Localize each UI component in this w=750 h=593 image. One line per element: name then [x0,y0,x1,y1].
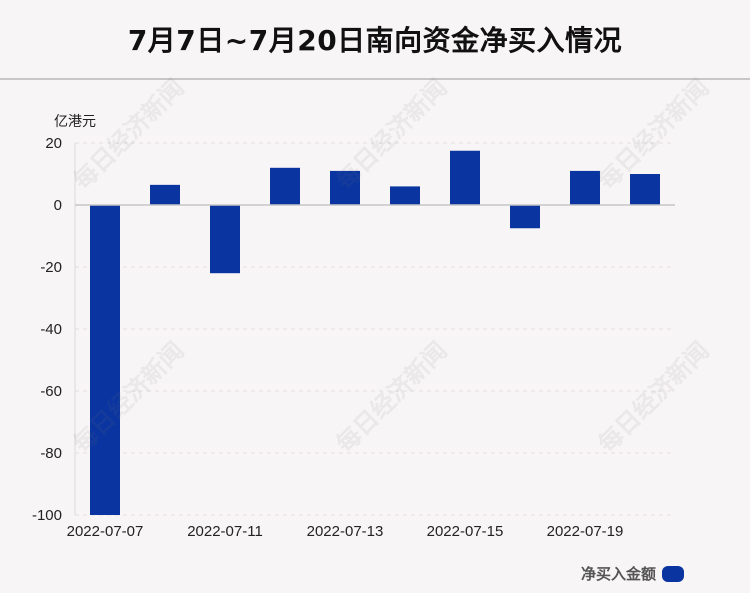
bar [150,184,180,205]
y-tick-label: 0 [54,197,62,214]
legend-swatch [662,565,684,582]
legend-label: 净买入金额 [580,565,656,583]
y-tick-label: -80 [40,445,62,462]
bar [90,205,120,515]
bar [450,150,480,205]
x-tick-label: 2022-07-11 [187,523,263,540]
bar [270,167,300,205]
bar [390,186,420,205]
y-tick-label: -20 [40,259,62,276]
bar [210,205,240,274]
x-tick-label: 2022-07-15 [427,523,504,540]
x-tick-label: 2022-07-13 [307,523,384,540]
x-tick-label: 2022-07-07 [67,523,144,540]
y-axis-unit-label: 亿港元 [54,114,96,130]
x-tick-label: 2022-07-19 [547,523,624,540]
y-tick-label: -40 [40,321,62,338]
bar [510,205,540,229]
y-tick-label: -60 [40,383,62,400]
bar [570,170,600,205]
legend: 净买入金额 [581,563,684,584]
y-tick-label: 20 [45,135,62,152]
chart-title: 7月7日~7月20日南向资金净买入情况 [127,24,623,57]
bar [630,174,660,205]
y-tick-label: -100 [32,507,62,524]
title-bar: 7月7日~7月20日南向资金净买入情况 [0,0,750,80]
bar [330,170,360,205]
